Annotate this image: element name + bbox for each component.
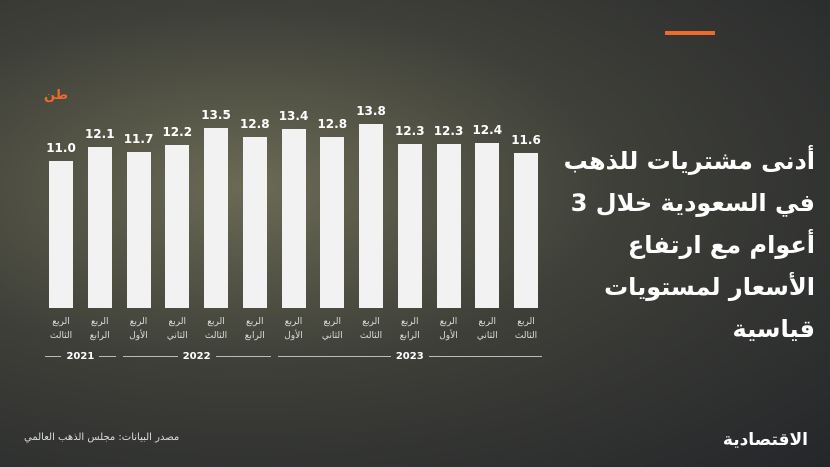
bar — [242, 137, 267, 308]
unit-label: طن — [44, 88, 68, 103]
bar — [126, 152, 151, 308]
source: مصدر البيانات: مجلس الذهب العالمي — [24, 432, 180, 443]
logo: الاقتصادية — [722, 430, 808, 450]
chart-title: أدنى مشتريات للذهب في السعودية خلال 3 أع… — [563, 147, 815, 343]
x-tick-label: الربع الثالث — [49, 317, 73, 341]
bar — [475, 142, 500, 308]
bar — [281, 129, 306, 308]
x-tick-label: الربع الثاني — [476, 317, 498, 341]
bar — [397, 144, 422, 308]
value-label: 12.8 — [317, 117, 348, 132]
bar — [49, 161, 73, 308]
x-tick-label: الربع الثالث — [359, 317, 383, 341]
value-label: 11.6 — [511, 133, 541, 148]
bar — [436, 144, 461, 308]
value-label: 13.8 — [356, 104, 386, 118]
value-label: 11.7 — [123, 132, 154, 146]
bar — [359, 124, 383, 308]
accent-bar — [665, 31, 715, 35]
value-label: 12.2 — [162, 125, 193, 140]
x-tick-label: الربع الثالث — [204, 317, 228, 341]
group-line — [122, 355, 178, 357]
year-group: 2021 — [45, 349, 116, 363]
x-tick-label: الربع الثاني — [321, 317, 343, 341]
value-label: 13.4 — [278, 109, 309, 124]
bar — [204, 128, 228, 308]
x-tick-label: الربع الرابع — [244, 317, 265, 341]
value-label: 12.3 — [394, 124, 425, 138]
x-tick-label: الربع الرابع — [89, 317, 110, 341]
bar — [514, 153, 538, 308]
value-label: 12.1 — [84, 126, 115, 141]
year-label: 2022 — [182, 350, 211, 362]
x-tick-label: الربع الأول — [284, 317, 303, 341]
group-line — [45, 355, 62, 357]
year-label: 2023 — [395, 350, 424, 362]
value-label: 11.0 — [46, 141, 76, 156]
year-group: 2023 — [277, 349, 542, 363]
value-label: 12.4 — [472, 122, 503, 137]
bar — [87, 146, 112, 308]
value-label: 12.3 — [433, 124, 464, 138]
value-label: 12.8 — [239, 117, 270, 132]
year-group: 2022 — [122, 349, 271, 363]
x-tick-label: الربع الأول — [439, 317, 458, 341]
year-label: 2021 — [66, 350, 95, 362]
x-tick-label: الربع الرابع — [399, 317, 420, 341]
group-line — [277, 355, 391, 357]
group-line — [99, 355, 116, 357]
group-line — [215, 355, 271, 357]
group-line — [428, 355, 542, 357]
value-label: 13.5 — [201, 108, 231, 122]
bar — [320, 137, 345, 308]
bar — [165, 145, 190, 308]
x-tick-label: الربع الأول — [129, 317, 148, 341]
x-tick-label: الربع الثالث — [514, 317, 538, 341]
x-tick-label: الربع الثاني — [166, 317, 188, 341]
